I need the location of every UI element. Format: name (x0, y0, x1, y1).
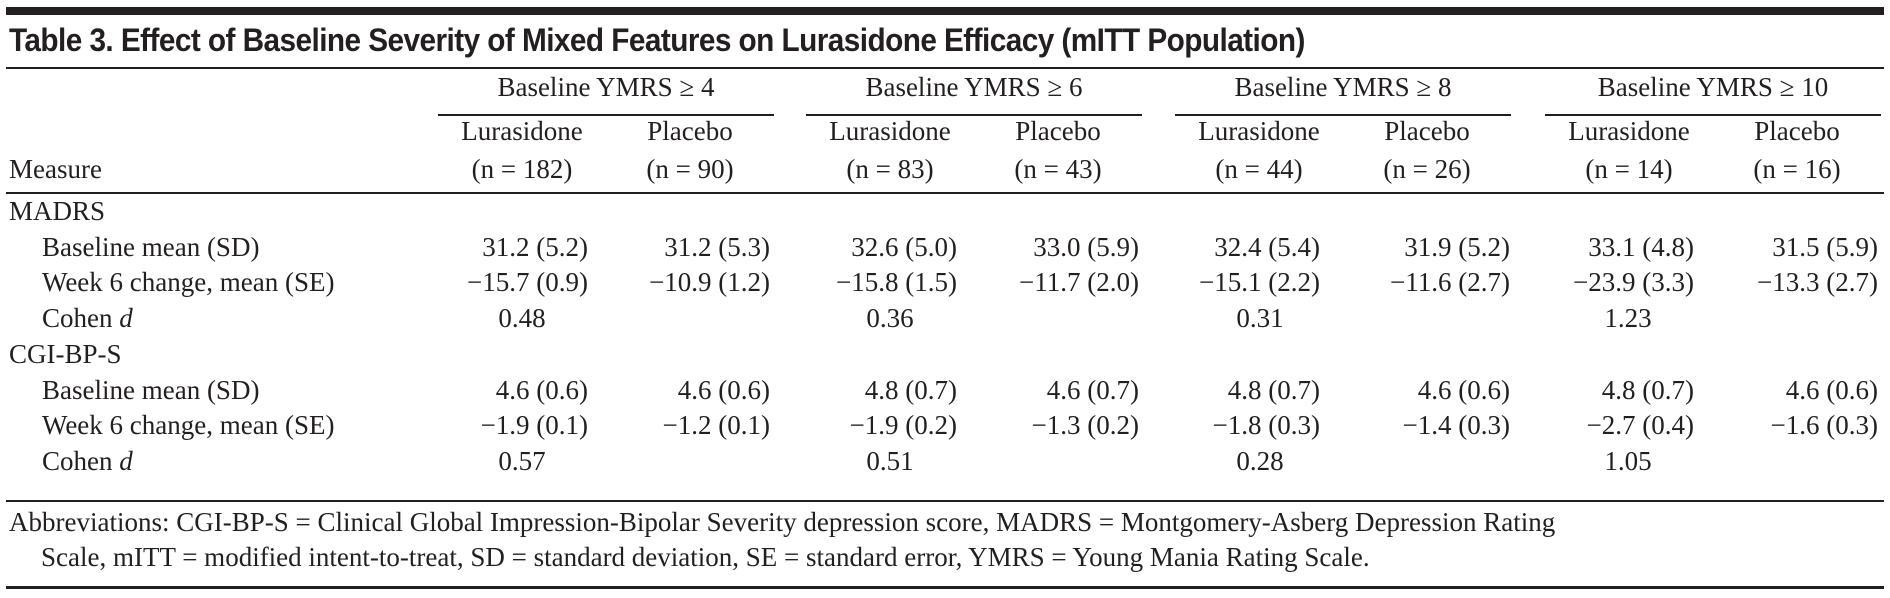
group-header-ymrs4: Baseline YMRS ≥ 4 (497, 72, 715, 102)
arm-header: Lurasidone (n = 83) (829, 116, 951, 184)
cohen-d-value: 1.23 (1604, 303, 1652, 334)
row-label: Week 6 change, mean (SE) (42, 410, 335, 441)
section-label: MADRS (9, 196, 106, 226)
table-cell: −23.9 (3.3) (1573, 267, 1694, 298)
table-cell: −1.9 (0.1) (480, 410, 588, 441)
cohen-d-value: 1.05 (1604, 445, 1652, 476)
row-label: Week 6 change, mean (SE) (42, 267, 335, 298)
arm-header: Placebo (n = 90) (646, 116, 734, 184)
table-cell: −1.6 (0.3) (1770, 410, 1878, 441)
table-cell: 4.6 (0.6) (495, 374, 588, 405)
table-cell: 4.6 (0.6) (1785, 374, 1878, 405)
arm-header: Lurasidone (n = 182) (461, 116, 583, 184)
table-cell: 4.6 (0.7) (1046, 374, 1139, 405)
group-rule (438, 114, 774, 116)
table-cell: 31.5 (5.9) (1772, 231, 1878, 262)
title-rule (6, 67, 1884, 69)
header-rule (6, 192, 1884, 194)
group-header-ymrs10: Baseline YMRS ≥ 10 (1597, 72, 1829, 102)
cohen-label-text: Cohen (42, 303, 120, 334)
table-cell: −10.9 (1.2) (649, 267, 770, 298)
cohen-d-value: 0.51 (866, 445, 914, 476)
table-cell: −11.7 (2.0) (1019, 267, 1139, 298)
cohen-d-value: 0.28 (1236, 445, 1284, 476)
body-bottom-rule (6, 500, 1884, 502)
table-cell: 4.8 (0.7) (1601, 374, 1694, 405)
table-cell: 4.6 (0.6) (677, 374, 770, 405)
cohen-d-value: 0.48 (498, 303, 546, 334)
arm-header: Placebo (n = 26) (1383, 116, 1471, 184)
table-cell: 33.1 (4.8) (1588, 231, 1694, 262)
group-rule (1175, 114, 1511, 116)
group-header-ymrs6: Baseline YMRS ≥ 6 (865, 72, 1083, 102)
table-cell: 4.8 (0.7) (864, 374, 957, 405)
group-header-ymrs8: Baseline YMRS ≥ 8 (1234, 72, 1452, 102)
section-label: CGI-BP-S (9, 338, 122, 369)
bottom-rule (6, 586, 1884, 589)
group-rule (1545, 114, 1881, 116)
footnote-line-2: Scale, mITT = modified intent-to-treat, … (41, 542, 1370, 572)
table-cell: −15.7 (0.9) (467, 267, 588, 298)
table-cell: −13.3 (2.7) (1757, 267, 1878, 298)
arm-header: Placebo (n = 16) (1753, 116, 1841, 184)
cohen-d-value: 0.36 (866, 303, 914, 334)
table-cell: 4.8 (0.7) (1227, 374, 1320, 405)
table-cell: 31.2 (5.2) (482, 231, 588, 262)
measure-column-header: Measure (9, 154, 102, 184)
table-cell: −1.3 (0.2) (1031, 410, 1139, 441)
table-cell: −2.7 (0.4) (1586, 410, 1694, 441)
cohen-d-value: 0.31 (1236, 303, 1284, 334)
row-label: Baseline mean (SD) (42, 231, 260, 262)
table-cell: −1.2 (0.1) (662, 410, 770, 441)
cohen-d-label: Cohen d (42, 303, 133, 334)
table-cell: −11.6 (2.7) (1390, 267, 1510, 298)
cohen-d-label: Cohen d (42, 446, 133, 477)
cohen-label-italic: d (119, 445, 133, 476)
arm-header: Placebo (n = 43) (1014, 116, 1102, 184)
table-cell: −15.8 (1.5) (836, 267, 957, 298)
row-label: Baseline mean (SD) (42, 374, 260, 405)
table-cell: −1.9 (0.2) (849, 410, 957, 441)
table-title: Table 3. Effect of Baseline Severity of … (9, 22, 1305, 58)
table-cell: −1.4 (0.3) (1402, 410, 1510, 441)
table-cell: 4.6 (0.6) (1417, 374, 1510, 405)
top-rule (6, 7, 1884, 15)
footnote: Abbreviations: CGI-BP-S = Clinical Globa… (9, 505, 1884, 575)
footnote-line-1: Abbreviations: CGI-BP-S = Clinical Globa… (9, 507, 1556, 537)
table-cell: 31.2 (5.3) (664, 231, 770, 262)
arm-header: Lurasidone (n = 14) (1568, 116, 1690, 184)
table-cell: 32.6 (5.0) (851, 231, 957, 262)
cohen-label-italic: d (119, 303, 133, 334)
table-cell: −1.8 (0.3) (1212, 410, 1320, 441)
cohen-label-text: Cohen (42, 445, 120, 476)
arm-header: Lurasidone (n = 44) (1198, 116, 1320, 184)
cohen-d-value: 0.57 (498, 445, 546, 476)
table-cell: −15.1 (2.2) (1199, 267, 1320, 298)
group-rule (806, 114, 1142, 116)
table-cell: 32.4 (5.4) (1214, 231, 1320, 262)
table-cell: 31.9 (5.2) (1404, 231, 1510, 262)
table-cell: 33.0 (5.9) (1033, 231, 1139, 262)
